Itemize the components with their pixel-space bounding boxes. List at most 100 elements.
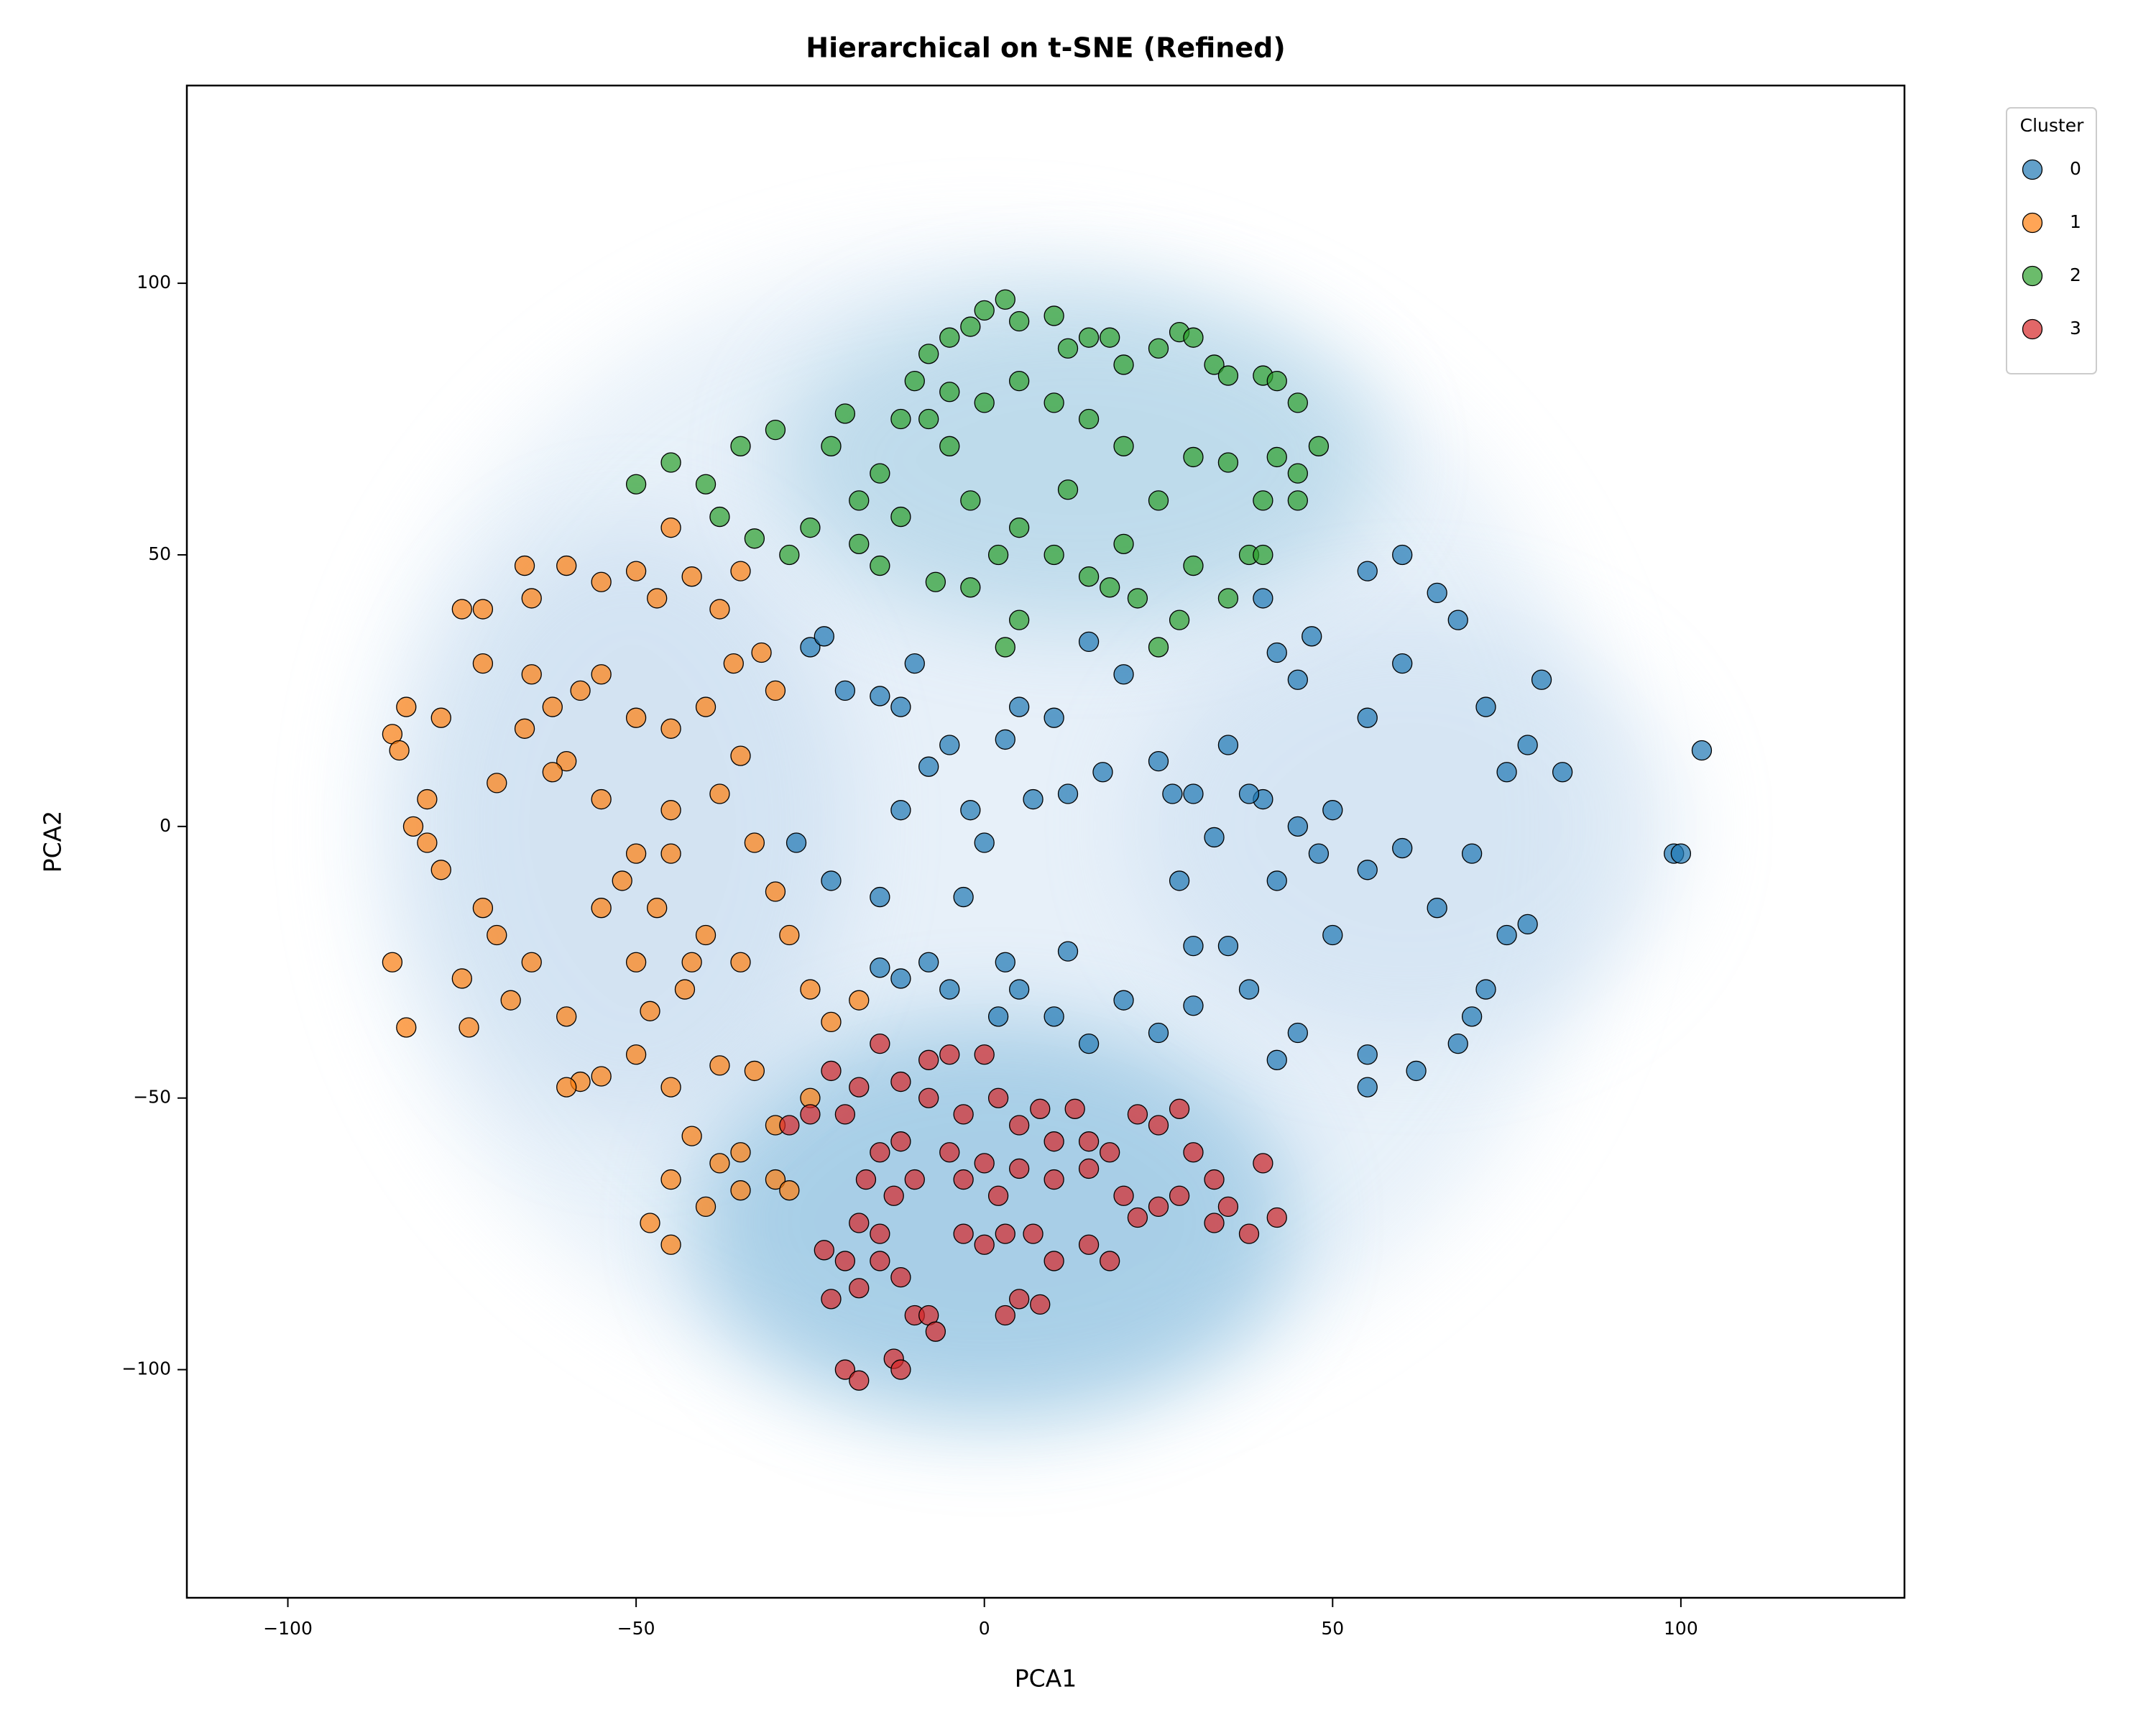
point — [1183, 446, 1204, 468]
point — [1204, 1213, 1225, 1233]
point — [1392, 653, 1413, 674]
point — [681, 952, 702, 972]
point — [1204, 827, 1225, 848]
point — [660, 518, 681, 538]
point — [1266, 446, 1287, 468]
point — [890, 800, 911, 821]
point — [987, 1087, 1009, 1108]
point — [625, 561, 647, 581]
point — [1447, 1033, 1468, 1054]
point — [1552, 762, 1573, 783]
point — [1009, 370, 1030, 392]
point — [1078, 408, 1100, 430]
point — [870, 686, 890, 707]
point — [765, 680, 786, 702]
point — [1148, 490, 1169, 511]
point — [1447, 610, 1468, 630]
legend-marker — [2022, 212, 2043, 234]
point — [1064, 1098, 1085, 1119]
point — [1078, 1033, 1100, 1054]
point — [730, 436, 751, 456]
point — [542, 762, 563, 783]
point — [709, 1055, 730, 1076]
point — [556, 555, 577, 576]
point — [1009, 979, 1030, 1000]
point — [730, 952, 751, 972]
point — [1253, 1153, 1273, 1174]
point — [1100, 327, 1120, 348]
point — [834, 680, 856, 702]
point — [918, 344, 939, 364]
point — [974, 1153, 995, 1174]
point — [1204, 354, 1225, 375]
point — [1266, 370, 1287, 392]
point — [1148, 1115, 1169, 1136]
point — [918, 952, 939, 972]
point — [1113, 664, 1134, 685]
point — [1078, 1234, 1100, 1255]
point — [1217, 588, 1239, 609]
point — [974, 392, 995, 413]
point — [521, 588, 542, 609]
point — [1461, 843, 1483, 864]
point — [625, 1044, 647, 1065]
point — [1302, 626, 1322, 647]
x-axis-label: PCA1 — [1015, 1665, 1077, 1693]
point — [786, 832, 807, 853]
point — [1044, 392, 1064, 413]
point — [779, 544, 800, 566]
point — [765, 419, 786, 441]
point — [1009, 310, 1030, 332]
point — [890, 1131, 911, 1152]
point — [904, 653, 925, 674]
point — [459, 1017, 479, 1038]
point — [451, 968, 472, 989]
point — [660, 1169, 681, 1190]
point — [1238, 979, 1260, 1000]
point — [1266, 642, 1287, 663]
point — [1427, 898, 1447, 919]
point — [591, 664, 612, 685]
point — [556, 1077, 577, 1098]
point — [995, 1305, 1015, 1326]
point — [925, 571, 946, 592]
point — [1253, 544, 1273, 566]
point — [1100, 1251, 1120, 1271]
point — [939, 382, 960, 402]
point — [1357, 1044, 1378, 1065]
point — [647, 588, 668, 609]
point — [870, 886, 890, 908]
point — [821, 870, 842, 891]
point — [1127, 1207, 1148, 1228]
point — [1357, 707, 1378, 728]
point — [821, 436, 842, 456]
point — [709, 599, 730, 620]
point — [849, 1077, 870, 1098]
density-region — [1135, 611, 1682, 1042]
point — [890, 1266, 911, 1288]
x-tick-label: 0 — [979, 1618, 990, 1639]
point — [1113, 354, 1134, 375]
point — [1113, 990, 1134, 1011]
point — [1009, 696, 1030, 717]
point — [1078, 631, 1100, 653]
point — [1217, 365, 1239, 386]
point — [1392, 837, 1413, 859]
point — [960, 800, 981, 821]
point — [883, 1185, 904, 1206]
legend-marker — [2022, 318, 2043, 340]
point — [1287, 816, 1308, 837]
point — [939, 327, 960, 348]
point — [939, 1044, 960, 1065]
point — [382, 952, 403, 972]
point — [1266, 870, 1287, 891]
point — [1100, 1142, 1120, 1163]
plot-frame — [185, 84, 1906, 1599]
point — [834, 1251, 856, 1271]
x-tick-label: −100 — [263, 1618, 313, 1639]
point — [890, 1071, 911, 1092]
point — [800, 1104, 821, 1125]
point — [402, 816, 424, 837]
